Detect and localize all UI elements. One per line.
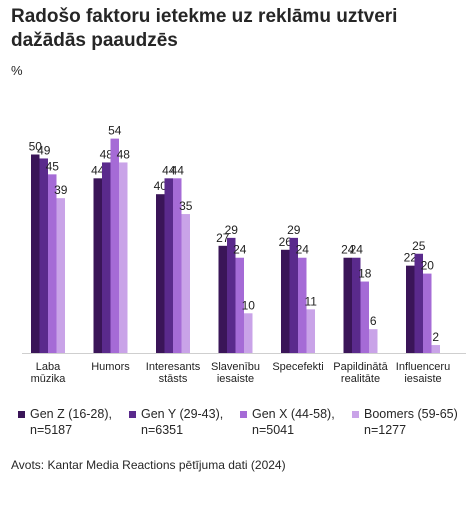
bar bbox=[218, 245, 227, 353]
unit-label: % bbox=[11, 63, 23, 78]
bar-value-label: 29 bbox=[287, 223, 301, 237]
bar bbox=[227, 237, 236, 353]
bar bbox=[414, 253, 423, 353]
category-label: stāsts bbox=[159, 373, 188, 385]
bar bbox=[406, 265, 415, 353]
category-label: Specefekti bbox=[272, 361, 323, 373]
category-label: Papildinātā bbox=[333, 361, 388, 373]
bar bbox=[289, 237, 298, 353]
category-label: iesaiste bbox=[217, 373, 254, 385]
category-label: Slavenību bbox=[211, 361, 260, 373]
bar-value-label: 44 bbox=[91, 163, 105, 177]
bar-value-label: 44 bbox=[171, 163, 185, 177]
legend-swatch-gen-y bbox=[129, 411, 136, 418]
bar bbox=[31, 154, 40, 353]
bar bbox=[306, 309, 315, 353]
bar bbox=[156, 194, 165, 353]
bar bbox=[244, 313, 253, 353]
bar bbox=[352, 257, 361, 353]
bar bbox=[164, 178, 173, 353]
bar bbox=[48, 174, 57, 353]
bar bbox=[119, 162, 128, 353]
legend-label-gen-z: Gen Z (16-28), n=5187 bbox=[30, 407, 112, 437]
bar-value-label: 6 bbox=[370, 314, 377, 328]
bar bbox=[93, 178, 102, 353]
legend-item-gen-z: Gen Z (16-28), n=5187 bbox=[18, 406, 112, 438]
category-label: iesaiste bbox=[404, 373, 441, 385]
bar-value-label: 24 bbox=[296, 243, 310, 257]
legend-swatch-gen-z bbox=[18, 411, 25, 418]
legend-item-boomers: Boomers (59-65) n=1277 bbox=[352, 406, 458, 438]
legend-item-gen-x: Gen X (44-58), n=5041 bbox=[240, 406, 335, 438]
bar bbox=[423, 273, 432, 353]
category-label: Interesants bbox=[146, 361, 201, 373]
bar-value-label: 40 bbox=[154, 179, 168, 193]
bar-value-label: 54 bbox=[108, 124, 122, 138]
bar-value-label: 11 bbox=[305, 294, 318, 308]
bar-value-label: 27 bbox=[216, 231, 230, 245]
category-label: Humors bbox=[91, 361, 130, 373]
bar-value-label: 22 bbox=[404, 251, 418, 265]
category-label: mūzika bbox=[31, 373, 67, 385]
bar-value-label: 48 bbox=[117, 147, 131, 161]
bar bbox=[102, 162, 111, 353]
legend-item-gen-y: Gen Y (29-43), n=6351 bbox=[129, 406, 223, 438]
bar-chart: 50494539Labamūzika44485448Humors40444435… bbox=[22, 124, 466, 385]
bar bbox=[173, 178, 182, 353]
legend-label-gen-x: Gen X (44-58), n=5041 bbox=[252, 407, 335, 437]
legend-swatch-boomers bbox=[352, 411, 359, 418]
bar bbox=[56, 198, 65, 353]
bar bbox=[181, 214, 190, 353]
bar bbox=[360, 281, 369, 353]
bar-value-label: 35 bbox=[179, 199, 193, 213]
chart-title: Radošo faktoru ietekme uz reklāmu uztver… bbox=[11, 6, 398, 51]
category-label: Laba bbox=[36, 361, 61, 373]
legend-swatch-gen-x bbox=[240, 411, 247, 418]
bar bbox=[298, 257, 307, 353]
bar bbox=[39, 158, 48, 353]
bar-value-label: 45 bbox=[46, 159, 60, 173]
source-note: Avots: Kantar Media Reactions pētījuma d… bbox=[11, 458, 286, 472]
bar-value-label: 24 bbox=[233, 243, 247, 257]
bar bbox=[369, 329, 378, 353]
legend-label-boomers: Boomers (59-65) n=1277 bbox=[364, 407, 458, 437]
bar-value-label: 44 bbox=[162, 163, 176, 177]
bar-value-label: 18 bbox=[358, 267, 372, 281]
bar bbox=[110, 138, 119, 353]
category-label: realitāte bbox=[341, 373, 380, 385]
bar-value-label: 49 bbox=[37, 143, 51, 157]
bar-value-label: 39 bbox=[54, 183, 68, 197]
bar-value-label: 2 bbox=[432, 330, 439, 344]
bar-value-label: 10 bbox=[242, 298, 256, 312]
bar-value-label: 24 bbox=[350, 243, 364, 257]
bar-value-label: 25 bbox=[412, 239, 426, 253]
legend-label-gen-y: Gen Y (29-43), n=6351 bbox=[141, 407, 224, 437]
bar-value-label: 24 bbox=[341, 243, 355, 257]
bar bbox=[343, 257, 352, 353]
bar-value-label: 50 bbox=[29, 140, 43, 154]
category-label: Influenceru bbox=[396, 361, 450, 373]
legend: Gen Z (16-28), n=5187 Gen Y (29-43), n=6… bbox=[18, 406, 458, 440]
bar-value-label: 26 bbox=[279, 235, 293, 249]
bar-value-label: 20 bbox=[421, 259, 435, 273]
bar-value-label: 48 bbox=[100, 147, 114, 161]
bar bbox=[281, 249, 290, 353]
bar bbox=[431, 345, 440, 353]
bar-value-label: 29 bbox=[225, 223, 239, 237]
bar bbox=[235, 257, 244, 353]
